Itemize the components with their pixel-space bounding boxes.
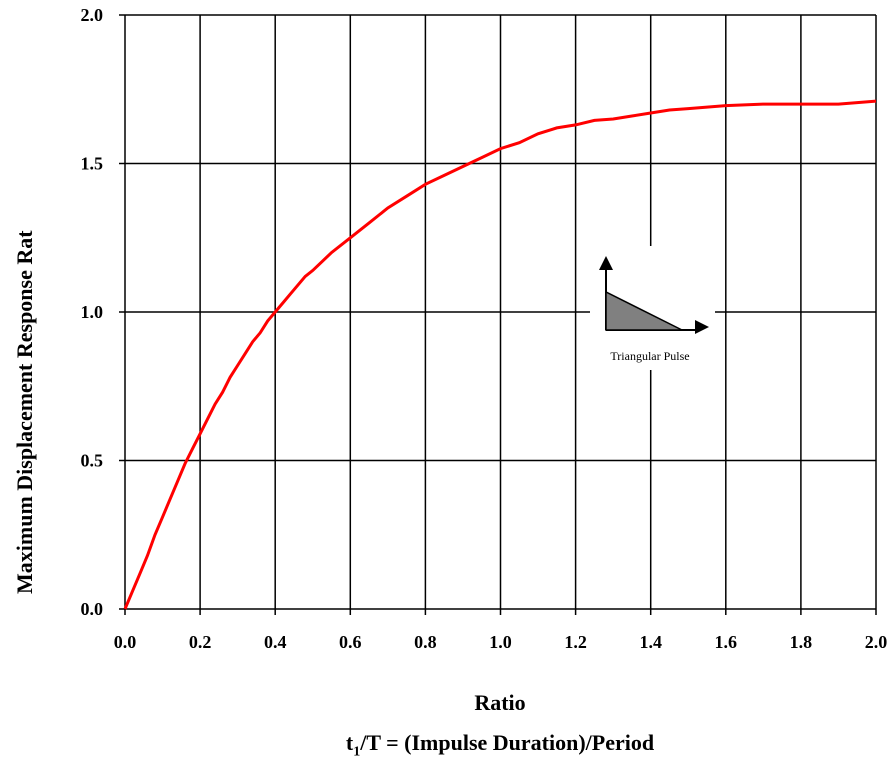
x-tick-label: 0.2 <box>189 632 212 652</box>
y-tick-labels: 0.0 0.5 1.0 1.5 2.0 <box>81 5 104 619</box>
x-tick-label: 0.6 <box>339 632 362 652</box>
x-tick-label: 0.4 <box>264 632 287 652</box>
x-tick-label: 1.6 <box>715 632 738 652</box>
x-tick-label: 1.0 <box>489 632 512 652</box>
inset-label: Triangular Pulse <box>610 349 689 363</box>
x-tick-label: 0.0 <box>114 632 137 652</box>
x-axis-subtitle-rest: /T = (Impulse Duration)/Period <box>360 730 654 755</box>
triangular-pulse-inset: Triangular Pulse <box>590 246 715 370</box>
x-axis-subtitle: t1/T = (Impulse Duration)/Period <box>0 730 894 760</box>
y-tick-label: 0.0 <box>81 599 104 619</box>
y-axis-title: Maximum Displacement Response Rat <box>12 230 38 594</box>
x-tick-label: 1.4 <box>639 632 662 652</box>
x-tick-labels: 0.0 0.2 0.4 0.6 0.8 1.0 1.2 1.4 1.6 1.8 2.0 <box>114 632 888 652</box>
y-tick-label: 0.5 <box>81 451 104 471</box>
y-tick-label: 1.0 <box>81 302 104 322</box>
x-tick-label: 1.2 <box>564 632 587 652</box>
y-tick-label: 1.5 <box>81 154 104 174</box>
x-axis-title: Ratio <box>0 690 894 716</box>
x-tick-label: 1.8 <box>790 632 813 652</box>
x-tick-label: 2.0 <box>865 632 888 652</box>
y-tick-label: 2.0 <box>81 5 104 25</box>
x-tick-label: 0.8 <box>414 632 437 652</box>
